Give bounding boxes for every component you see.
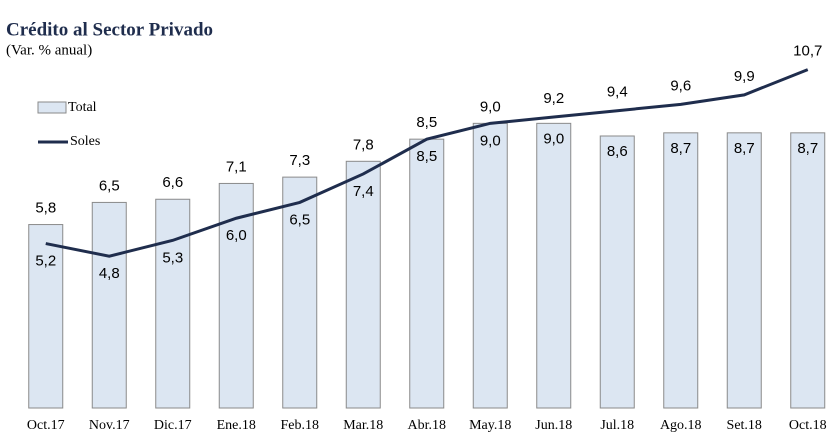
bar: [599, 135, 635, 409]
bar-value-label: 6,6: [162, 174, 183, 191]
bar-value-label: 6,5: [99, 177, 120, 194]
bar: [663, 132, 699, 409]
line-value-label: 6,0: [226, 227, 247, 244]
line-value-label: 9,9: [734, 68, 755, 85]
line-value-label: 8,5: [416, 148, 437, 165]
x-tick-label: Abr.18: [408, 418, 447, 433]
x-tick-label: May.18: [469, 418, 511, 433]
bar: [726, 132, 762, 409]
line-value-label: 9,6: [670, 77, 691, 94]
bar-value-label: 8,5: [416, 114, 437, 131]
line-value-label: 7,4: [353, 183, 374, 200]
line-value-label: 9,0: [480, 132, 501, 149]
x-tick-label: Feb.18: [281, 418, 320, 433]
legend-label: Soles: [70, 134, 100, 149]
bar: [282, 176, 318, 409]
bar-value-label: 8,7: [797, 140, 818, 157]
bar-value-label: 8,7: [734, 140, 755, 157]
x-tick-label: Jul.18: [600, 418, 634, 433]
x-tick-label: Jun.18: [535, 418, 572, 433]
line-value-label: 5,3: [162, 249, 183, 266]
x-tick-label: Set.18: [727, 418, 762, 433]
x-tick-label: Nov.17: [89, 418, 130, 433]
bar-value-label: 8,6: [607, 143, 628, 160]
x-tick-label: Dic.17: [154, 418, 192, 433]
x-tick-label: Mar.18: [343, 418, 383, 433]
chart-subtitle: (Var. % anual): [6, 42, 92, 58]
bar-value-label: 7,8: [353, 136, 374, 153]
line-value-label: 9,2: [543, 90, 564, 107]
x-tick-label: Ago.18: [660, 418, 702, 433]
bar: [155, 198, 191, 409]
bar-value-label: 9,0: [480, 98, 501, 115]
bar-value-label: 9,0: [543, 130, 564, 147]
bar: [409, 138, 445, 409]
x-tick-label: Ene.18: [217, 418, 256, 433]
legend-swatch: [37, 101, 67, 114]
bar: [790, 132, 826, 409]
line-value-label: 10,7: [793, 43, 822, 60]
bar: [345, 160, 381, 409]
line-value-label: 4,8: [99, 265, 120, 282]
line-value-label: 6,5: [289, 211, 310, 228]
legend-label: Total: [68, 100, 97, 115]
bar: [28, 224, 64, 409]
bar-value-label: 7,3: [289, 152, 310, 169]
bar-value-label: 7,1: [226, 158, 247, 175]
bar-value-label: 8,7: [670, 140, 691, 157]
bar: [472, 122, 508, 409]
line-value-label: 5,2: [35, 253, 56, 270]
line-value-label: 9,4: [607, 84, 628, 101]
bar: [536, 122, 572, 409]
bar: [91, 201, 127, 409]
chart-title: Crédito al Sector Privado: [6, 19, 213, 40]
x-tick-label: Oct.18: [789, 418, 827, 433]
x-tick-label: Oct.17: [27, 418, 65, 433]
bar-value-label: 5,8: [35, 200, 56, 217]
line-series: [45, 68, 809, 258]
